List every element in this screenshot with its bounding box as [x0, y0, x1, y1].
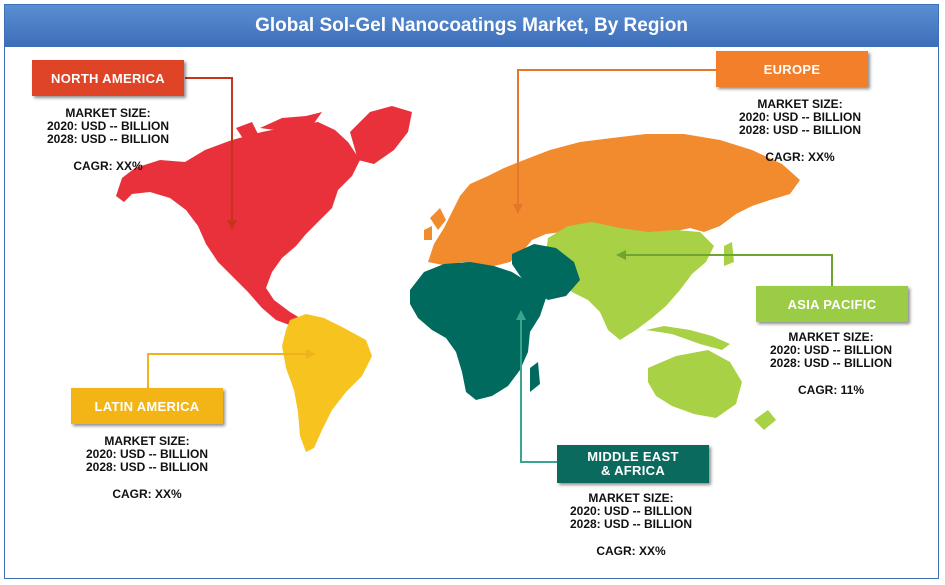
- mea-info: MARKET SIZE: 2020: USD -- BILLION 2028: …: [531, 492, 731, 558]
- latin-america-info: MARKET SIZE: 2020: USD -- BILLION 2028: …: [47, 435, 247, 501]
- mea-tag-line2: & AFRICA: [600, 463, 666, 478]
- cagr-value: CAGR: XX%: [596, 544, 666, 558]
- market-size-label: MARKET SIZE:: [788, 330, 874, 344]
- value-2020: 2020: USD -- BILLION: [769, 343, 892, 357]
- latin-america-region: [282, 314, 372, 452]
- cagr-value: CAGR: XX%: [73, 159, 143, 173]
- value-2020: 2020: USD -- BILLION: [738, 110, 861, 124]
- value-2020: 2020: USD -- BILLION: [569, 504, 692, 518]
- europe-connector: [517, 69, 716, 206]
- asia-pacific-region: [546, 222, 776, 430]
- market-size-label: MARKET SIZE:: [104, 434, 190, 448]
- north-america-connector: [185, 77, 233, 222]
- asia-pacific-connector: [625, 254, 833, 288]
- market-size-label: MARKET SIZE:: [757, 97, 843, 111]
- asia-pacific-info: MARKET SIZE: 2020: USD -- BILLION 2028: …: [731, 331, 931, 397]
- value-2020: 2020: USD -- BILLION: [85, 447, 208, 461]
- value-2028: 2028: USD -- BILLION: [46, 132, 169, 146]
- value-2020: 2020: USD -- BILLION: [46, 119, 169, 133]
- europe-tag: EUROPE: [716, 51, 868, 87]
- market-size-label: MARKET SIZE:: [65, 106, 151, 120]
- cagr-value: CAGR: XX%: [112, 487, 182, 501]
- value-2028: 2028: USD -- BILLION: [738, 123, 861, 137]
- value-2028: 2028: USD -- BILLION: [569, 517, 692, 531]
- page-title: Global Sol-Gel Nanocoatings Market, By R…: [5, 5, 938, 47]
- value-2028: 2028: USD -- BILLION: [85, 460, 208, 474]
- market-size-label: MARKET SIZE:: [588, 491, 674, 505]
- north-america-info: MARKET SIZE: 2020: USD -- BILLION 2028: …: [8, 107, 208, 173]
- asia-pacific-tag: ASIA PACIFIC: [756, 286, 908, 322]
- europe-region: [424, 134, 800, 266]
- value-2028: 2028: USD -- BILLION: [769, 356, 892, 370]
- mea-connector: [520, 318, 557, 463]
- mea-tag: MIDDLE EAST & AFRICA: [557, 445, 709, 483]
- cagr-value: CAGR: 11%: [797, 383, 865, 397]
- cagr-value: CAGR: XX%: [765, 150, 835, 164]
- mea-tag-line1: MIDDLE EAST: [587, 449, 679, 464]
- north-america-tag: NORTH AMERICA: [32, 60, 184, 96]
- europe-info: MARKET SIZE: 2020: USD -- BILLION 2028: …: [700, 98, 900, 164]
- latin-america-connector: [147, 353, 308, 390]
- latin-america-tag: LATIN AMERICA: [71, 388, 223, 424]
- north-america-region: [116, 106, 412, 326]
- middle-east-africa-region: [410, 244, 580, 400]
